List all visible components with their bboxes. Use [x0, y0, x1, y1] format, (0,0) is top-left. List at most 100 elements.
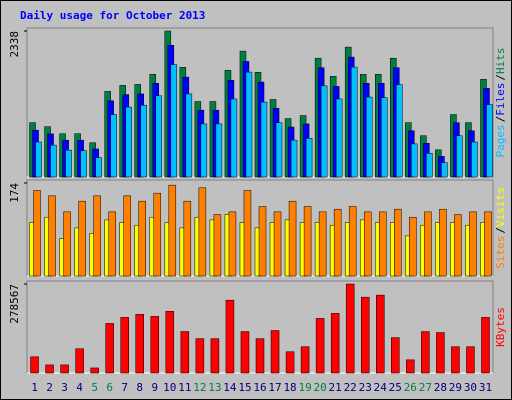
- bar: [288, 200, 297, 277]
- bar: [379, 211, 387, 277]
- x-tick-label: 12: [193, 381, 206, 394]
- bar: [456, 135, 463, 178]
- x-tick-label: 4: [76, 381, 83, 394]
- bar: [78, 200, 86, 277]
- bar: [170, 64, 178, 178]
- chart-title: Daily usage for October 2013: [20, 9, 205, 22]
- bar: [424, 211, 432, 277]
- x-tick-label: 6: [106, 381, 113, 394]
- bar: [258, 206, 267, 277]
- bar: [411, 143, 418, 178]
- bar: [110, 114, 117, 178]
- legend: KBytes: [494, 307, 507, 347]
- bar: [125, 106, 132, 178]
- bar: [180, 331, 190, 374]
- bar: [285, 351, 295, 374]
- x-tick-label: 9: [151, 381, 158, 394]
- y-tick-label: 174: [8, 183, 21, 203]
- bar: [35, 141, 42, 178]
- x-tick-label: 19: [298, 381, 311, 394]
- bar: [363, 211, 372, 277]
- bar: [50, 144, 57, 178]
- bar: [243, 190, 252, 277]
- bar: [230, 98, 238, 178]
- bar: [391, 337, 400, 374]
- bar: [469, 211, 477, 277]
- bar: [396, 84, 403, 178]
- bar: [195, 338, 205, 374]
- legend-separator: /: [494, 116, 507, 123]
- bar: [303, 206, 312, 277]
- bar: [333, 208, 342, 277]
- bar: [451, 346, 460, 374]
- bar: [213, 214, 222, 277]
- x-tick-label: 18: [283, 381, 296, 394]
- legend: Sites /Visits: [494, 187, 507, 269]
- legend-entry: Visits: [494, 187, 507, 227]
- bar: [228, 211, 237, 277]
- bar: [305, 138, 313, 178]
- bar: [93, 195, 101, 277]
- bar: [138, 200, 146, 277]
- bar: [30, 356, 39, 374]
- bar: [45, 364, 54, 374]
- x-tick-label: 25: [389, 381, 402, 394]
- x-tick-label: 5: [91, 381, 98, 394]
- bar: [150, 316, 160, 374]
- bar: [153, 192, 162, 277]
- bar: [273, 211, 282, 277]
- bar: [198, 187, 207, 277]
- x-tick-label: 29: [449, 381, 462, 394]
- x-tick-label: 13: [208, 381, 221, 394]
- bar: [320, 85, 328, 178]
- bar: [210, 338, 220, 374]
- x-tick-label: 14: [223, 381, 237, 394]
- bar: [406, 359, 415, 374]
- bar: [80, 150, 87, 178]
- legend-entry: Pages: [494, 124, 507, 157]
- bar: [486, 104, 493, 178]
- x-tick-label: 27: [419, 381, 432, 394]
- x-tick-label: 3: [61, 381, 68, 394]
- bar: [471, 141, 478, 178]
- bar: [376, 294, 385, 374]
- bar: [65, 149, 72, 178]
- bar: [215, 123, 223, 178]
- bar: [394, 208, 402, 277]
- legend-entry: Files: [494, 83, 507, 116]
- bar: [135, 314, 144, 374]
- x-tick-label: 22: [344, 381, 357, 394]
- bar: [441, 162, 448, 178]
- bar: [108, 211, 116, 277]
- x-tick-label: 16: [253, 381, 266, 394]
- bar: [60, 364, 69, 374]
- bar: [120, 317, 129, 374]
- bar: [439, 208, 447, 277]
- x-tick-label: 7: [121, 381, 128, 394]
- bar: [200, 123, 208, 178]
- bar: [348, 206, 357, 277]
- bar: [75, 348, 84, 374]
- bar: [90, 367, 99, 374]
- bar: [155, 95, 163, 178]
- x-tick-label: 24: [374, 381, 388, 394]
- bar: [421, 331, 430, 374]
- bar: [225, 299, 235, 374]
- legend-separator: /: [494, 227, 507, 234]
- legend-entry: Hits: [494, 48, 507, 75]
- bar: [409, 216, 417, 277]
- bar: [255, 338, 265, 374]
- bar: [33, 190, 41, 277]
- bar: [454, 214, 462, 277]
- y-tick-label: 278567: [8, 284, 21, 324]
- x-tick-label: 8: [136, 381, 143, 394]
- bar: [95, 157, 102, 178]
- bar: [466, 346, 475, 374]
- bar: [381, 97, 388, 178]
- bar: [185, 93, 193, 178]
- legend-entry: Sites: [494, 236, 507, 269]
- y-tick-label: 2338: [8, 31, 21, 58]
- x-tick-label: 11: [178, 381, 191, 394]
- x-tick-label: 2: [46, 381, 53, 394]
